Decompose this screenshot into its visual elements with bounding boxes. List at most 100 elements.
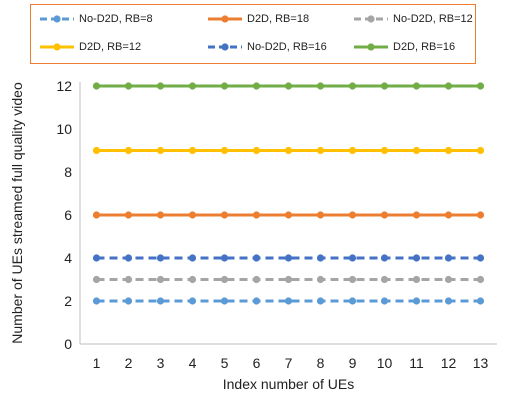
data-point xyxy=(380,211,389,219)
y-axis-title: Number of UEs streamed full quality vide… xyxy=(9,82,25,344)
data-point xyxy=(156,146,165,155)
y-tick-label: 10 xyxy=(56,121,72,137)
data-point xyxy=(476,275,485,284)
data-point xyxy=(380,297,389,305)
legend-swatch xyxy=(354,15,388,23)
data-point xyxy=(92,275,101,284)
legend-label: No-D2D, RB=8 xyxy=(79,13,153,25)
data-point xyxy=(124,297,133,305)
legend-item: No-D2D, RB=8 xyxy=(39,9,153,29)
legend-item: D2D, RB=16 xyxy=(353,37,455,57)
data-point xyxy=(124,254,133,262)
data-point xyxy=(220,82,229,90)
x-tick-label: 4 xyxy=(189,355,197,371)
data-point xyxy=(348,275,357,284)
data-point xyxy=(412,275,421,284)
data-point xyxy=(348,297,357,305)
data-point xyxy=(252,297,261,305)
x-tick-label: 2 xyxy=(125,355,133,371)
legend-label: No-D2D, RB=12 xyxy=(393,13,473,25)
data-point xyxy=(316,146,325,155)
data-point xyxy=(252,275,261,284)
data-point xyxy=(476,297,485,305)
data-point xyxy=(156,254,165,262)
data-point xyxy=(476,211,485,219)
data-point xyxy=(412,146,421,155)
data-point xyxy=(284,297,293,305)
data-point xyxy=(444,254,453,262)
data-point xyxy=(220,146,229,155)
data-point xyxy=(348,146,357,155)
data-point xyxy=(252,146,261,155)
data-point xyxy=(316,275,325,284)
data-point xyxy=(316,211,325,219)
data-point xyxy=(284,82,293,90)
data-point xyxy=(92,254,101,262)
data-point xyxy=(316,82,325,90)
data-point xyxy=(444,297,453,305)
data-point xyxy=(156,275,165,284)
data-point xyxy=(284,254,293,262)
data-point xyxy=(156,297,165,305)
data-point xyxy=(284,211,293,219)
data-point xyxy=(284,275,293,284)
y-tick-label: 6 xyxy=(64,207,72,223)
data-point xyxy=(380,254,389,262)
x-tick-label: 7 xyxy=(285,355,293,371)
data-point xyxy=(220,275,229,284)
x-tick-label: 10 xyxy=(377,355,393,371)
data-point xyxy=(188,146,197,155)
data-point xyxy=(124,146,133,155)
data-point xyxy=(124,211,133,219)
legend-label: D2D, RB=16 xyxy=(393,41,456,53)
x-tick-label: 9 xyxy=(349,355,357,371)
legend-swatch xyxy=(40,43,74,51)
data-point xyxy=(124,275,133,284)
data-point xyxy=(380,275,389,284)
data-point xyxy=(252,82,261,90)
data-point xyxy=(220,254,229,262)
data-point xyxy=(156,211,165,219)
data-point xyxy=(316,254,325,262)
x-tick-label: 13 xyxy=(473,355,489,371)
chart-legend: No-D2D, RB=8 D2D, RB=18 No-D2D, RB=12 D2D, … xyxy=(30,4,476,64)
x-tick-label: 1 xyxy=(93,355,101,371)
data-point xyxy=(188,275,197,284)
legend-swatch xyxy=(354,43,388,51)
data-point xyxy=(284,146,293,155)
data-point xyxy=(476,82,485,90)
legend-swatch xyxy=(40,15,74,23)
legend-item: D2D, RB=18 xyxy=(207,9,309,29)
x-tick-label: 6 xyxy=(253,355,261,371)
data-point xyxy=(380,82,389,90)
legend-item: D2D, RB=12 xyxy=(39,37,141,57)
data-point xyxy=(476,146,485,155)
legend-swatch xyxy=(208,43,242,51)
data-point xyxy=(476,254,485,262)
x-tick-label: 8 xyxy=(317,355,325,371)
data-point xyxy=(444,146,453,155)
data-point xyxy=(412,254,421,262)
x-tick-label: 3 xyxy=(157,355,165,371)
data-point xyxy=(252,254,261,262)
x-axis-title: Index number of UEs xyxy=(223,376,355,392)
data-point xyxy=(188,211,197,219)
x-tick-label: 11 xyxy=(409,355,424,371)
data-point xyxy=(380,146,389,155)
y-tick-label: 4 xyxy=(64,250,72,266)
y-tick-label: 0 xyxy=(64,336,72,352)
data-point xyxy=(252,211,261,219)
data-point xyxy=(348,82,357,90)
data-point xyxy=(220,211,229,219)
data-point xyxy=(92,82,101,90)
x-tick-label: 5 xyxy=(221,355,229,371)
legend-swatch xyxy=(208,15,242,23)
data-point xyxy=(92,297,101,305)
x-tick-label: 12 xyxy=(441,355,457,371)
data-point xyxy=(412,297,421,305)
data-point xyxy=(444,211,453,219)
data-point xyxy=(92,146,101,155)
data-point xyxy=(188,254,197,262)
